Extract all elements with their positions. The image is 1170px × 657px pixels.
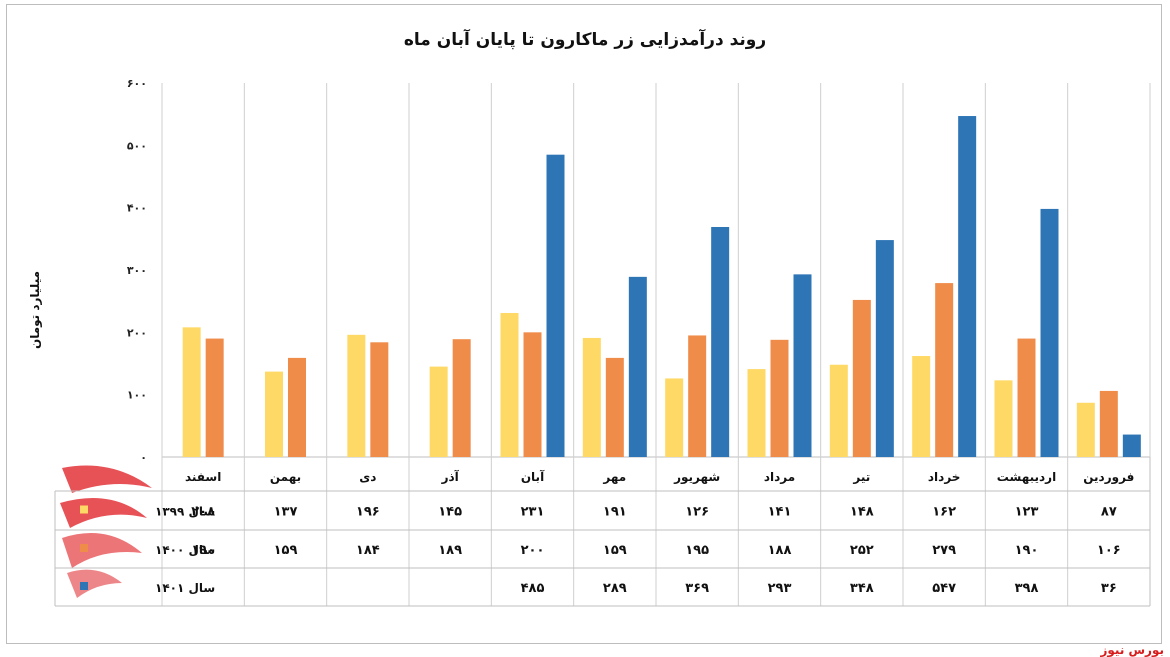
data-label: ۱۴۱ [768,505,792,520]
bar-2-6 [688,335,707,457]
legend-label-1: سال ۱۳۹۹ [155,505,215,519]
bar-2-9 [452,339,471,457]
legend-swatch-3 [80,582,88,590]
data-label: ۱۶۲ [932,505,956,520]
data-label: ۴۸۵ [521,581,545,596]
data-label: ۱۸۴ [356,543,380,558]
data-label: ۲۵۲ [850,543,874,558]
data-label: ۲۰۰ [521,543,545,558]
bars [182,116,1141,457]
y-tick-label: ۲۰۰ [127,326,147,339]
data-label: ۱۲۶ [685,505,709,520]
watermark-logo [60,465,152,598]
legend-swatch-2 [80,544,88,552]
data-label: ۲۳۱ [521,505,545,520]
chart-title: روند درآمدزایی زر ماکارون تا پایان آبان … [403,30,767,50]
bar-1-12 [182,327,201,457]
y-axis-ticks: ۰ ۱۰۰ ۲۰۰ ۳۰۰ ۴۰۰ ۵۰۰ ۶۰۰ [127,77,147,464]
bar-1-11 [265,371,283,457]
x-tick-label: اسفند [185,470,221,484]
data-label: ۵۴۷ [932,581,956,596]
bar-3-2 [1040,208,1059,457]
bar-3-4 [875,240,894,457]
bar-2-5 [770,339,789,457]
data-label: ۱۸۹ [438,543,462,558]
bar-1-1 [1076,402,1095,457]
y-tick-label: ۱۰۰ [127,389,147,402]
data-label: ۳۹۸ [1015,581,1039,596]
x-tick-label: خرداد [928,470,961,484]
bar-3-5 [793,274,812,457]
bar-2-1 [1099,390,1118,457]
data-table: فروردین اردیبهشت خرداد تیر مرداد شهریور مهر آبا… [54,457,1151,607]
y-tick-label: ۵۰۰ [127,139,147,152]
x-tick-label: اردیبهشت [997,470,1056,484]
x-tick-label: تیر [852,470,870,484]
y-tick-label: ۰ [140,451,147,464]
y-tick-label: ۳۰۰ [127,264,147,277]
bar-3-7 [628,276,647,457]
x-tick-label: شهریور [673,470,720,485]
data-label: ۱۳۷ [274,505,298,520]
data-label: ۱۹۶ [356,505,380,520]
legend-swatch-1 [80,505,88,514]
x-tick-label: بهمن [270,470,301,484]
x-tick-label: مهر [602,470,626,484]
x-tick-label: آبان [521,469,545,484]
bar-2-12 [205,338,224,457]
bar-2-11 [288,357,306,457]
data-label: ۲۹۳ [768,581,792,596]
data-label: ۳۴۸ [850,581,874,596]
data-label: ۱۸۸ [768,543,792,558]
x-tick-label: فروردین [1083,470,1134,485]
data-label: ۳۶۹ [685,581,709,596]
bar-2-3 [935,283,954,457]
bar-1-4 [829,364,848,457]
data-label: ۱۲۳ [1015,505,1039,520]
bar-3-3 [958,116,977,457]
source-label: بورس نیوز [1100,643,1164,657]
data-label: ۱۹۰ [1015,543,1039,558]
bar-1-9 [429,366,448,457]
data-label: ۲۷۹ [932,543,956,558]
y-tick-label: ۶۰۰ [127,77,147,90]
bar-2-7 [605,357,624,457]
legend-label-3: سال ۱۴۰۱ [155,581,215,595]
bar-1-6 [665,378,684,457]
bar-2-2 [1017,338,1036,457]
bar-1-8 [500,313,519,457]
bar-1-3 [912,356,931,457]
data-label: ۱۹۰ [191,543,215,558]
bar-2-8 [523,332,542,457]
bar-2-4 [852,299,871,457]
data-label: ۱۹۵ [685,543,709,558]
data-label: ۲۸۹ [603,581,627,596]
data-label: ۱۴۵ [438,505,462,520]
data-label: ۳۶ [1101,581,1117,596]
x-tick-label: دی [359,470,376,484]
data-label: ۱۴۸ [850,505,874,520]
data-label: ۸۷ [1101,505,1117,520]
bar-1-10 [347,334,366,457]
data-label: ۱۵۹ [274,543,298,558]
bar-1-2 [994,380,1013,457]
bar-1-7 [582,337,601,457]
bar-1-5 [747,369,766,457]
grid [161,83,1151,606]
y-tick-label: ۴۰۰ [127,202,147,215]
data-label: ۱۰۶ [1097,543,1121,558]
x-tick-label: آذر [441,469,460,484]
data-label: ۱۹۱ [603,505,627,520]
x-tick-label: مرداد [764,470,795,484]
legend-label-2: سال ۱۴۰۰ [155,543,215,557]
bar-3-8 [546,154,565,457]
data-label: ۲۰۸ [191,505,215,520]
data-label: ۱۵۹ [603,543,627,558]
bar-3-6 [711,226,730,457]
bar-2-10 [370,342,389,457]
bar-3-1 [1122,434,1141,457]
